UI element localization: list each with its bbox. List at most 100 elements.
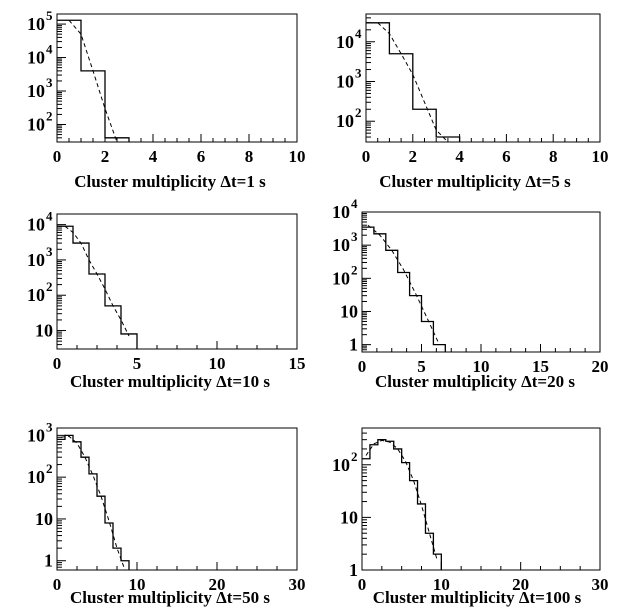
x-axis-label: Cluster multiplicity Δt=20 s — [375, 372, 575, 391]
x-tick-label: 10 — [473, 357, 490, 376]
tick-marks — [56, 13, 298, 143]
y-tick-label: 10 — [332, 202, 350, 222]
y-tick-label: 1 — [44, 551, 53, 571]
x-tick-label: 15 — [532, 357, 549, 376]
x-tick-label: 10 — [433, 575, 450, 594]
plot-frame — [56, 427, 298, 571]
x-tick-label: 10 — [289, 147, 306, 166]
x-tick-label: 0 — [362, 147, 371, 166]
data-marks — [362, 439, 442, 570]
x-tick-label: 5 — [417, 357, 426, 376]
x-tick-label: 2 — [101, 147, 110, 166]
y-tick-exponent: 2 — [46, 279, 53, 294]
y-tick-label: 10 — [27, 467, 45, 487]
x-tick-label: 10 — [209, 354, 226, 373]
x-axis-label: Cluster multiplicity Δt=50 s — [70, 588, 270, 607]
histogram-series — [362, 226, 446, 352]
x-tick-label: 0 — [53, 575, 62, 594]
x-tick-label: 8 — [245, 147, 254, 166]
y-tick-exponent: 3 — [46, 75, 53, 90]
data-marks — [57, 225, 138, 349]
histogram-series — [57, 19, 130, 142]
histogram-series — [366, 22, 461, 142]
x-tick-label: 8 — [549, 147, 558, 166]
x-tick-label: 6 — [502, 147, 511, 166]
y-tick-label: 10 — [27, 250, 45, 270]
x-tick-label: 10 — [129, 575, 146, 594]
x-axis-label: Cluster multiplicity Δt=5 s — [379, 172, 571, 191]
data-marks — [57, 19, 130, 143]
x-tick-label: 15 — [289, 354, 306, 373]
y-tick-exponent: 3 — [351, 229, 358, 244]
y-tick-label: 10 — [27, 14, 45, 34]
plot-frame — [56, 13, 298, 143]
x-tick-label: 30 — [289, 575, 306, 594]
x-axis-label: Cluster multiplicity Δt=100 s — [373, 588, 582, 607]
y-tick-exponent: 2 — [351, 449, 358, 464]
y-tick-label: 10 — [27, 114, 45, 134]
y-tick-label: 1 — [349, 560, 358, 580]
x-axis-label: Cluster multiplicity Δt=1 s — [74, 172, 266, 191]
y-tick-exponent: 3 — [46, 419, 53, 434]
y-tick-exponent: 4 — [46, 42, 53, 57]
y-tick-label: 10 — [27, 215, 45, 235]
y-tick-label: 10 — [336, 32, 354, 52]
y-tick-label: 10 — [27, 285, 45, 305]
x-tick-label: 30 — [592, 575, 609, 594]
x-tick-label: 4 — [455, 147, 464, 166]
dashed-fit-line — [64, 225, 130, 337]
histogram-series — [57, 434, 130, 570]
tick-marks — [56, 213, 298, 350]
y-tick-exponent: 3 — [355, 65, 362, 80]
y-tick-label: 10 — [27, 81, 45, 101]
x-tick-label: 20 — [209, 575, 226, 594]
x-tick-label: 0 — [358, 575, 367, 594]
y-tick-label: 10 — [340, 507, 358, 527]
y-tick-exponent: 2 — [355, 105, 362, 120]
x-tick-label: 20 — [512, 575, 529, 594]
x-tick-label: 4 — [149, 147, 158, 166]
y-tick-label: 10 — [332, 455, 350, 475]
x-tick-label: 0 — [53, 354, 62, 373]
y-tick-exponent: 4 — [351, 196, 358, 211]
x-tick-label: 20 — [592, 357, 609, 376]
y-tick-exponent: 4 — [355, 26, 362, 41]
x-tick-label: 5 — [133, 354, 142, 373]
tick-marks — [365, 13, 601, 143]
x-axis-label: Cluster multiplicity Δt=10 s — [70, 372, 270, 391]
y-tick-label: 10 — [35, 509, 53, 529]
y-tick-exponent: 4 — [46, 209, 53, 224]
plot-frame — [361, 211, 601, 353]
dashed-fit-line — [60, 435, 126, 571]
data-marks — [362, 224, 446, 352]
data-marks — [57, 434, 130, 571]
x-tick-label: 6 — [197, 147, 206, 166]
x-tick-label: 0 — [358, 357, 367, 376]
y-tick-label: 10 — [340, 301, 358, 321]
tick-marks — [56, 434, 298, 571]
y-tick-label: 1 — [349, 335, 358, 355]
plot-frame — [365, 13, 601, 143]
dashed-fit-line — [377, 22, 449, 143]
x-tick-label: 10 — [592, 147, 609, 166]
tick-marks — [361, 427, 601, 571]
y-tick-exponent: 5 — [46, 8, 53, 23]
y-tick-label: 10 — [27, 48, 45, 68]
y-tick-exponent: 2 — [46, 461, 53, 476]
y-tick-exponent: 2 — [351, 262, 358, 277]
y-tick-label: 10 — [332, 268, 350, 288]
histogram-series — [57, 225, 138, 349]
x-tick-label: 2 — [409, 147, 418, 166]
